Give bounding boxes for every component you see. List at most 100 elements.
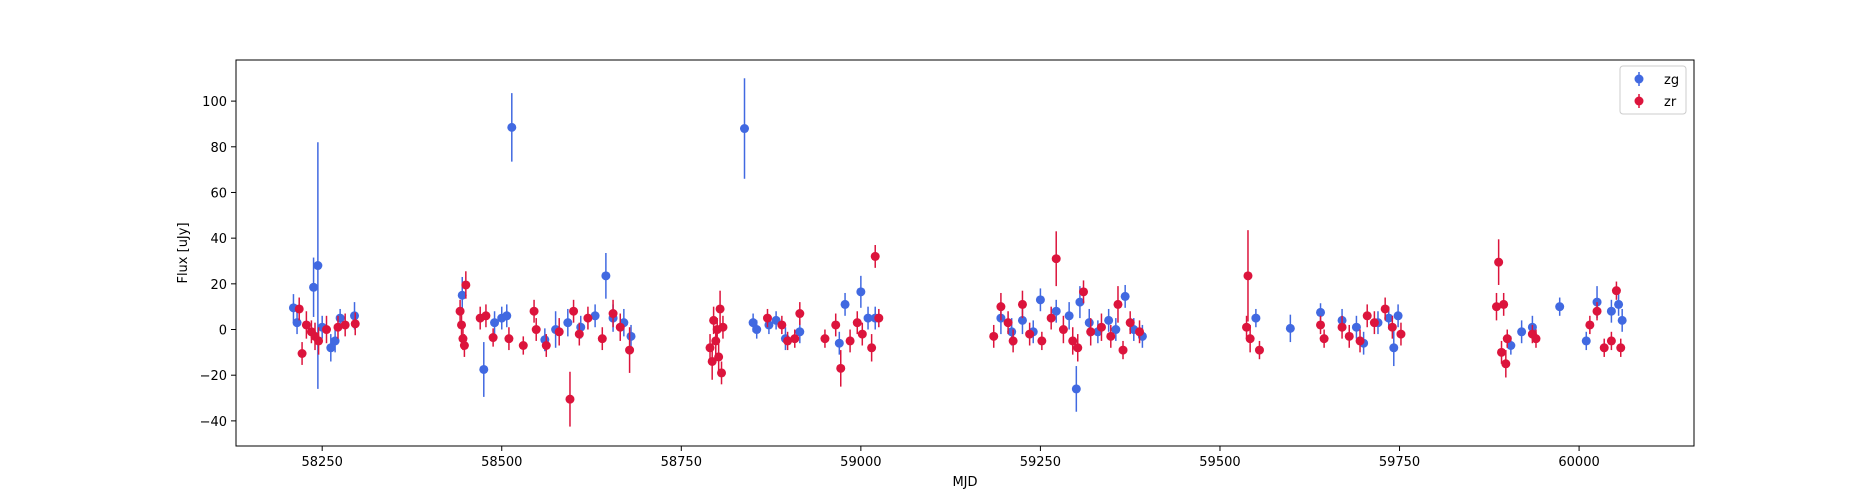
data-point [576,322,586,332]
data-point [583,313,593,323]
data-point [1035,295,1045,305]
data-point [752,325,762,335]
data-point [1046,313,1056,323]
data-point [518,341,528,351]
data-point [707,356,717,366]
data-point [326,343,336,353]
data-point [996,302,1006,312]
data-point [1362,311,1372,321]
data-point [874,313,884,323]
data-point [1387,322,1397,332]
data-point [1003,318,1013,328]
data-point [294,304,304,314]
data-point [840,299,850,309]
data-point [748,318,758,328]
data-point [457,290,467,300]
data-point [718,322,728,332]
data-point [1017,299,1027,309]
data-point [1599,343,1609,353]
data-point [845,336,855,346]
x-axis-label: MJD [952,475,977,490]
data-point [715,304,725,314]
data-point [554,327,564,337]
legend: zg zr [1619,65,1687,115]
data-point [350,319,360,329]
data-point [529,306,539,316]
y-tick-label: −20 [200,369,227,384]
data-point [1086,327,1096,337]
x-tick-label: 58750 [661,455,702,470]
data-point [340,320,350,330]
data-point [455,306,465,316]
data-point [1242,322,1252,332]
data-point [1355,336,1365,346]
y-tick-label: 80 [210,141,227,156]
data-point [1384,313,1394,323]
x-tick-label: 58250 [302,455,343,470]
data-point [313,261,323,271]
data-point [488,333,498,343]
y-tick-label: 100 [202,95,227,110]
data-point [777,320,787,330]
data-point [836,363,846,373]
data-point [764,320,774,330]
data-point [490,318,500,328]
data-point [1058,325,1068,335]
data-point [1125,318,1135,328]
data-point [795,309,805,319]
legend-marker [1634,96,1644,106]
data-point [870,251,880,261]
data-point [1531,334,1541,344]
data-point [1135,327,1145,337]
data-point [989,331,999,341]
legend-label: zg [1664,73,1679,88]
data-point [330,336,340,346]
data-point [1037,336,1047,346]
y-tick-label: 0 [219,324,227,339]
data-point [1517,327,1527,337]
data-point [1096,322,1106,332]
data-point [1285,323,1295,333]
data-point [1617,315,1627,325]
data-point [457,320,467,330]
data-point [1075,297,1085,307]
data-point [502,311,512,321]
data-point [1073,343,1083,353]
data-point [1369,318,1379,328]
data-point [531,325,541,335]
data-point [574,329,584,339]
data-point [541,341,551,351]
y-tick-label: 60 [210,186,227,201]
series-zr [294,230,1626,427]
data-point [705,343,715,353]
data-point [1389,343,1399,353]
data-point [608,309,618,319]
data-point [1251,313,1261,323]
x-tick-label: 60000 [1558,455,1599,470]
data-point [1344,331,1354,341]
data-point [1499,299,1509,309]
data-point [292,318,302,328]
data-point [1611,286,1621,296]
x-axis: 58250 58500 58750 59000 59250 59500 59750 60000 [302,446,1600,470]
data-point [481,311,491,321]
x-tick-label: 59000 [840,455,881,470]
data-point [1592,306,1602,316]
data-point [1104,315,1114,325]
data-point [1245,334,1255,344]
data-point [309,282,319,292]
legend-label: zr [1664,95,1677,110]
data-point [863,313,873,323]
data-point [1120,291,1130,301]
data-point [1051,306,1061,316]
x-tick-label: 59250 [1020,455,1061,470]
data-point [1606,336,1616,346]
data-point [857,329,867,339]
data-point [1494,257,1504,267]
data-point [1497,347,1507,357]
legend-item-zr: zr [1634,94,1677,110]
data-point [1585,320,1595,330]
data-point [1254,345,1264,355]
data-point [504,334,514,344]
